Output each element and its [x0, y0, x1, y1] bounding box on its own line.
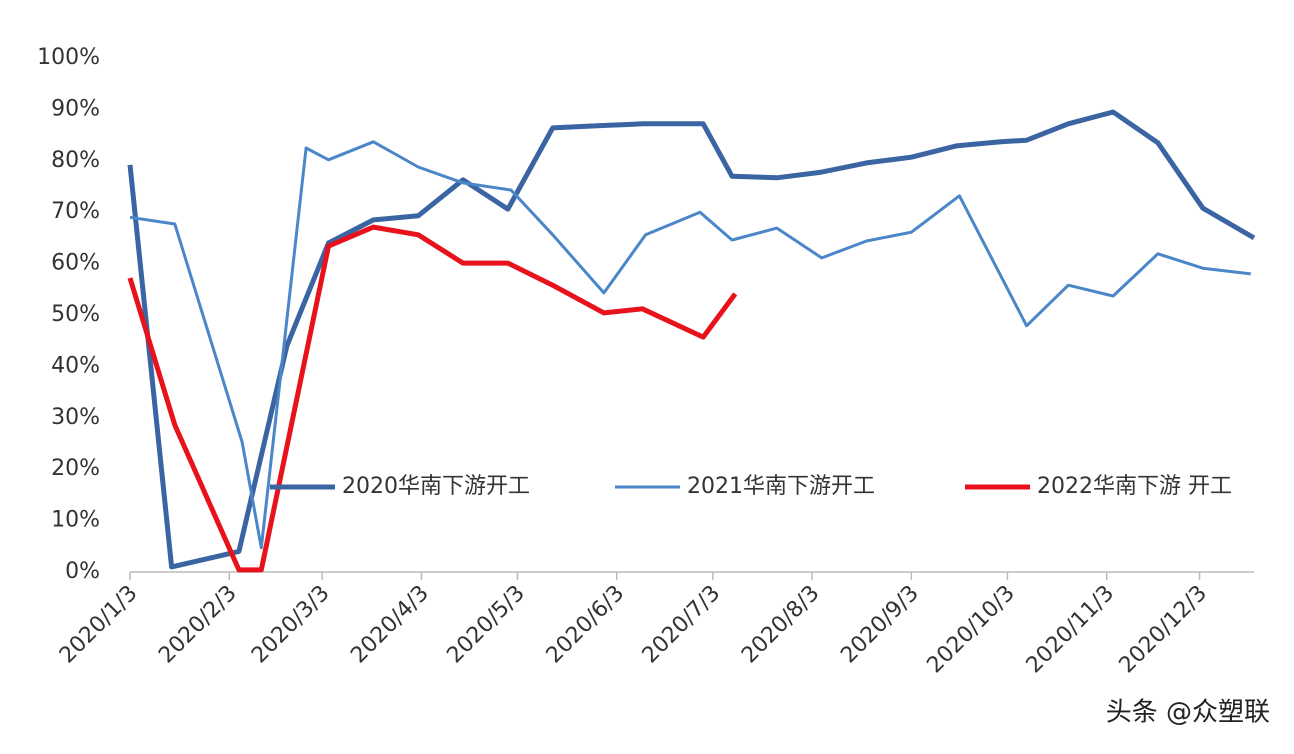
y-tick-label: 60% [51, 251, 100, 276]
y-tick-label: 70% [51, 199, 100, 224]
y-tick-label: 40% [51, 353, 100, 378]
x-tick-label: 2020/4/3 [346, 581, 434, 669]
x-tick-label: 2020/7/3 [638, 581, 726, 669]
x-tick-label: 2020/1/3 [55, 581, 143, 669]
series-line [127, 109, 1256, 570]
y-tick-label: 100% [37, 45, 100, 70]
y-tick-label: 20% [51, 456, 100, 481]
x-tick-label: 2020/3/3 [247, 581, 335, 669]
x-tick-label: 2020/9/3 [836, 581, 924, 669]
legend-label: 2021华南下游开工 [687, 474, 875, 499]
series-line [127, 224, 738, 573]
x-tick-label: 2020/12/3 [1115, 581, 1212, 678]
series-line [129, 140, 1251, 550]
x-tick-label: 2020/10/3 [922, 581, 1019, 678]
legend-label: 2022华南下游 开工 [1037, 474, 1232, 499]
x-tick-label: 2020/2/3 [154, 581, 242, 669]
y-tick-label: 50% [51, 302, 100, 327]
watermark: 头条 @众塑联 [1106, 698, 1270, 728]
y-tick-label: 80% [51, 148, 100, 173]
y-tick-label: 90% [51, 96, 100, 121]
x-tick-label: 2020/8/3 [737, 581, 825, 669]
y-tick-label: 10% [51, 508, 100, 533]
x-tick-label: 2020/5/3 [442, 581, 530, 669]
x-tick-label: 2020/6/3 [542, 581, 630, 669]
x-tick-label: 2020/11/3 [1022, 581, 1119, 678]
y-tick-label: 0% [65, 559, 100, 584]
legend-label: 2020华南下游开工 [342, 474, 530, 499]
y-tick-label: 30% [51, 405, 100, 430]
